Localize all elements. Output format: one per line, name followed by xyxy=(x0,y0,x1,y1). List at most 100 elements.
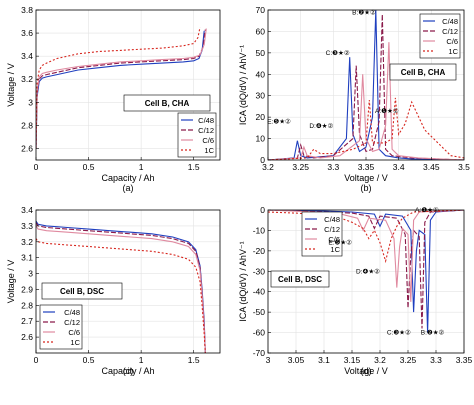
y-tick-label: -40 xyxy=(253,287,266,297)
x-axis-label: Voltage / V xyxy=(344,173,388,183)
legend-label: C/12 xyxy=(442,27,458,36)
x-tick-label: 3.25 xyxy=(400,355,417,365)
y-tick-label: 2.8 xyxy=(21,120,33,130)
series-line-c-6 xyxy=(268,210,464,302)
cell-label: Cell B, CHA xyxy=(145,99,190,108)
panel-caption: (a) xyxy=(123,183,134,193)
chart-d: 3 3.05 3.1 3.15 3.2 3.25 3.3 3.35 0 -10 -20 -30 -40 -… xyxy=(238,205,473,376)
legend: C/48C/12C/61C xyxy=(419,13,461,59)
peak-annotation: E:❺★② xyxy=(328,239,352,247)
y-tick-label: 3.2 xyxy=(21,237,33,247)
x-tick-label: 3.3 xyxy=(327,162,339,172)
x-tick-label: 1.5 xyxy=(188,162,200,172)
series-line-c-12 xyxy=(268,210,464,329)
cell-label-box xyxy=(389,63,457,81)
y-axis-label: ICA (dQ/dV) / AhV⁻¹ xyxy=(238,45,248,125)
y-tick-label: 30 xyxy=(256,91,266,101)
x-tick-label: 3.2 xyxy=(374,355,386,365)
y-tick-label: 0 xyxy=(260,155,265,165)
chart-a: 0 0.5 1 1.5 2.6 2.8 3 3.2 3.4 3.6 3.8 Capacity / Ah… xyxy=(6,5,221,193)
y-tick-label: -50 xyxy=(253,307,266,317)
x-tick-label: 1 xyxy=(139,162,144,172)
cell-label-box xyxy=(41,282,123,300)
legend-label: C/48 xyxy=(442,17,458,26)
y-tick-label: 20 xyxy=(256,112,266,122)
legend-label: C/48 xyxy=(198,116,214,125)
x-tick-label: 0 xyxy=(34,162,39,172)
y-tick-label: -60 xyxy=(253,328,266,338)
series-line-c-6 xyxy=(36,28,207,149)
y-axis-label: ICA (dQ/dV) / AhV⁻¹ xyxy=(238,241,248,321)
peak-annotation: D:❹★② xyxy=(309,122,333,130)
legend-label: 1C xyxy=(70,338,80,347)
y-tick-label: 3.8 xyxy=(21,5,33,15)
x-tick-label: 1 xyxy=(139,355,144,365)
cell-label: Cell B, CHA xyxy=(401,68,446,77)
legend: C/48C/12C/61C xyxy=(301,211,343,257)
x-tick-label: 0.5 xyxy=(83,355,95,365)
x-axis-label: Capacity / Ah xyxy=(101,366,154,376)
plot-frame xyxy=(35,9,221,161)
peak-annotation: C:❸★② xyxy=(387,329,411,337)
y-axis-label: Voltage / V xyxy=(6,260,16,304)
y-tick-label: 2.6 xyxy=(21,332,33,342)
x-tick-label: 3.35 xyxy=(358,162,375,172)
legend-label: C/6 xyxy=(446,37,458,46)
y-tick-label: -20 xyxy=(253,246,266,256)
y-tick-label: -30 xyxy=(253,266,266,276)
series-line-1c xyxy=(36,27,201,149)
y-tick-label: 2.9 xyxy=(21,284,33,294)
y-tick-label: 2.8 xyxy=(21,300,33,310)
legend-label: C/6 xyxy=(202,136,214,145)
series-line-c-6 xyxy=(36,225,206,353)
peak-annotation: A:❶★① xyxy=(375,107,399,115)
plot-frame xyxy=(267,209,465,354)
legend-label: C/12 xyxy=(64,318,80,327)
legend-label: 1C xyxy=(448,47,458,56)
legend-label: C/6 xyxy=(68,328,80,337)
peak-annotation: C:❸★② xyxy=(326,49,350,57)
x-axis-label: Voltage / V xyxy=(344,366,388,376)
y-tick-label: 3.1 xyxy=(21,253,33,263)
y-tick-label: 3.6 xyxy=(21,28,33,38)
x-tick-label: 3.25 xyxy=(292,162,309,172)
legend-label: C/6 xyxy=(328,235,340,244)
y-tick-label: -70 xyxy=(253,348,266,358)
series-line-c-48 xyxy=(36,30,205,149)
y-tick-label: 10 xyxy=(256,134,266,144)
cell-label: Cell B, DSC xyxy=(60,287,104,296)
legend-label: 1C xyxy=(204,146,214,155)
x-tick-label: 3.2 xyxy=(262,162,274,172)
cell-label: Cell B, DSC xyxy=(278,275,322,284)
x-tick-label: 3.05 xyxy=(288,355,305,365)
y-tick-label: 0 xyxy=(260,205,265,215)
series-line-c-12 xyxy=(36,29,206,149)
chart-c: 0 0.5 1 1.5 2.6 2.7 2.8 2.9 3 3.1 3.2 3.3 3.4 Capacit… xyxy=(6,205,221,376)
series-line-1c xyxy=(36,238,206,353)
peak-annotation: E:❺★② xyxy=(267,118,291,126)
cell-label-box xyxy=(270,270,330,288)
peak-annotation: B:❷★② xyxy=(352,8,376,16)
x-tick-label: 3.35 xyxy=(456,355,473,365)
y-tick-label: 2.7 xyxy=(21,316,33,326)
x-tick-label: 3.15 xyxy=(344,355,361,365)
legend-label: C/12 xyxy=(324,225,340,234)
legend-label: C/12 xyxy=(198,126,214,135)
x-tick-label: 0.5 xyxy=(83,162,95,172)
x-tick-label: 3 xyxy=(266,355,271,365)
y-tick-label: 60 xyxy=(256,26,266,36)
x-axis-label: Capacity / Ah xyxy=(101,173,154,183)
panel-caption: (c) xyxy=(123,366,134,376)
x-tick-label: 3.1 xyxy=(318,355,330,365)
plot-frame xyxy=(35,209,221,354)
y-tick-label: -10 xyxy=(253,225,266,235)
y-tick-label: 3.4 xyxy=(21,51,33,61)
legend: C/48C/12C/61C xyxy=(39,304,83,350)
legend: C/48C/12C/61C xyxy=(177,112,217,158)
x-tick-label: 3.45 xyxy=(423,162,440,172)
y-tick-label: 3 xyxy=(28,269,33,279)
x-tick-label: 3.4 xyxy=(393,162,405,172)
y-axis-label: Voltage / V xyxy=(6,63,16,107)
x-tick-label: 3.5 xyxy=(458,162,470,172)
legend-label: C/48 xyxy=(324,215,340,224)
